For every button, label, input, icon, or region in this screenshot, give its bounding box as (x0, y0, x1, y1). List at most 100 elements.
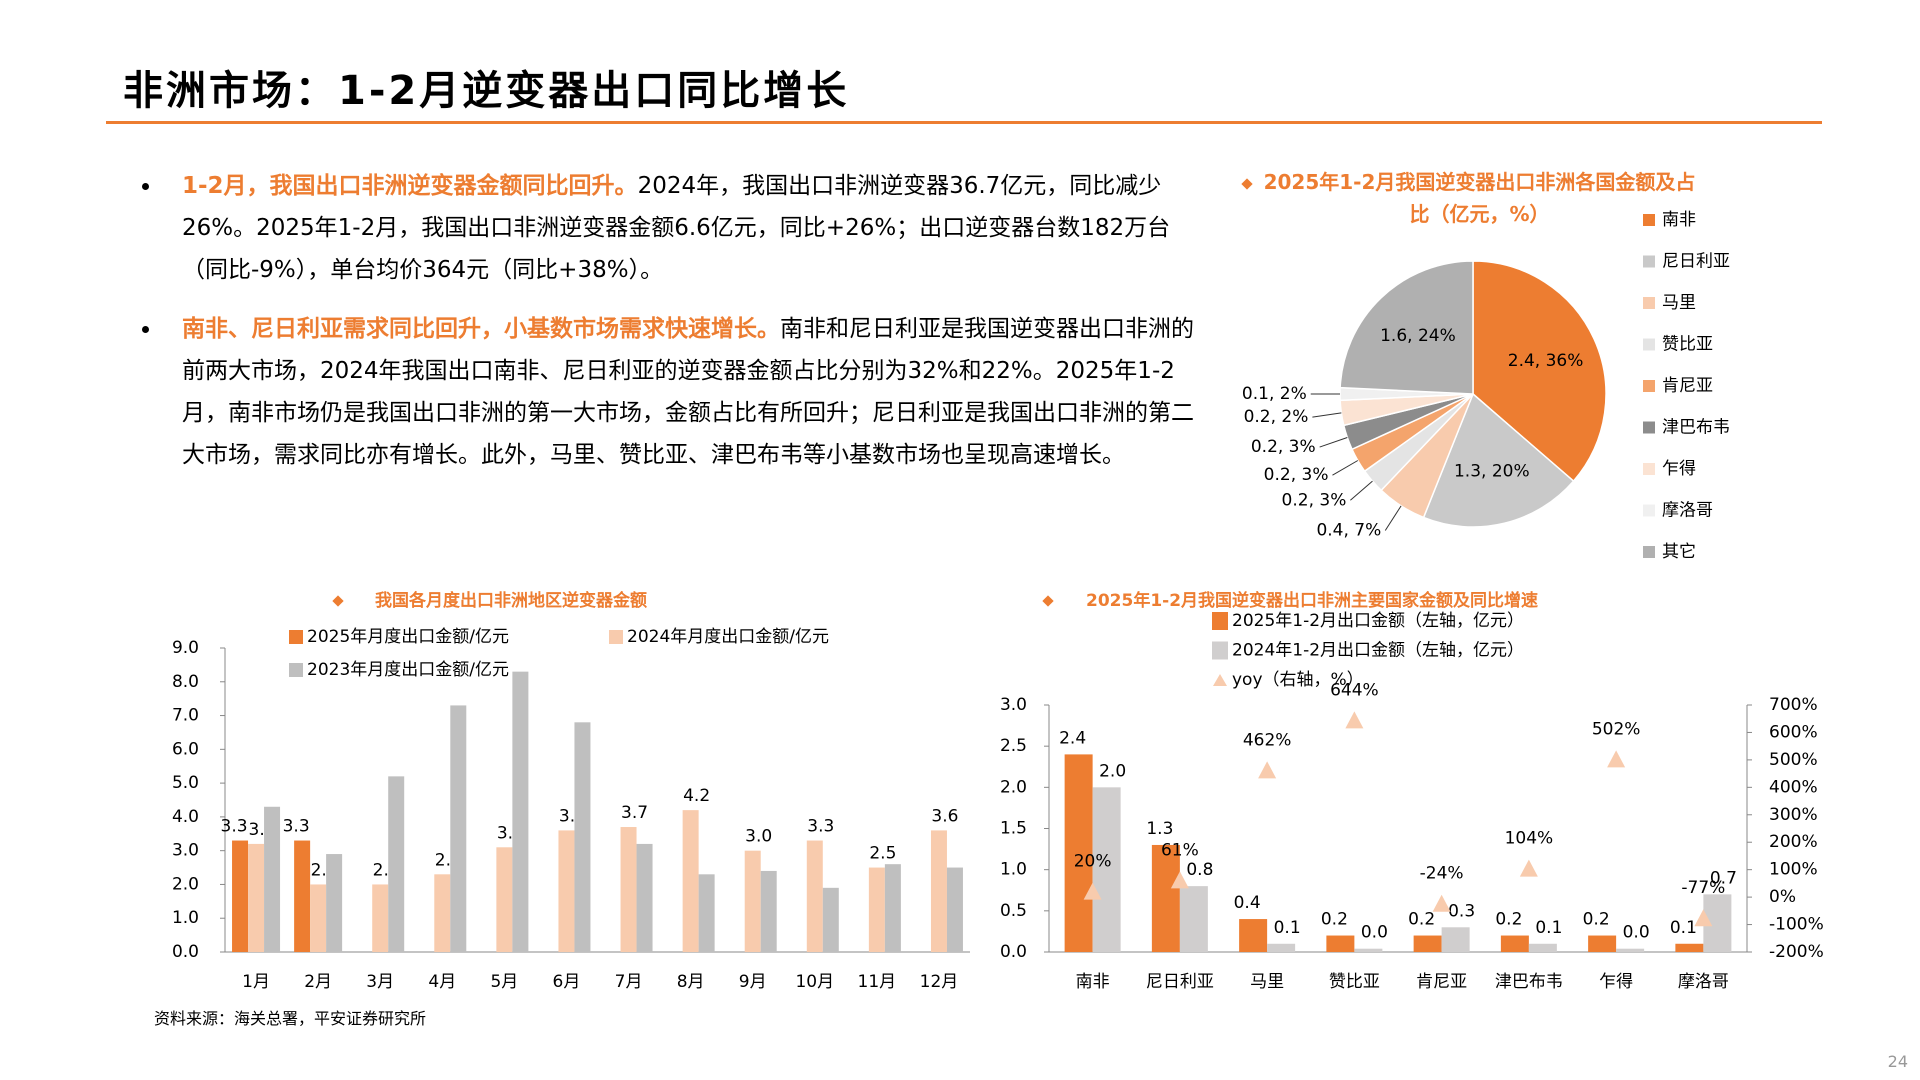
bar (806, 840, 823, 952)
data-label: 2.4 (1059, 728, 1086, 748)
slice-label: 2.4, 36% (1508, 351, 1584, 371)
bar (744, 850, 761, 952)
data-label: 462% (1243, 730, 1292, 750)
bar (558, 830, 575, 952)
bullet: 1-2月，我国出口非洲逆变器金额同比回升。2024年，我国出口非洲逆变器36.7… (142, 165, 1202, 291)
y2-tick-label: 700% (1769, 695, 1818, 715)
bar (264, 806, 281, 952)
x-tick-label: 5月 (490, 972, 518, 992)
bar (946, 867, 963, 952)
bar (682, 810, 699, 952)
slice-label: 0.2, 3% (1251, 437, 1316, 457)
leader-line (1350, 480, 1373, 501)
legend-swatch (1212, 612, 1228, 630)
bar (294, 840, 311, 952)
data-label: 644% (1330, 680, 1379, 700)
x-tick-label: 肯尼亚 (1416, 972, 1467, 992)
legend-swatch (1212, 641, 1228, 660)
slice-label: 0.2, 2% (1244, 407, 1309, 427)
x-tick-label: 摩洛哥 (1678, 972, 1729, 992)
bar (372, 884, 389, 952)
y-tick-label: 2.5 (1000, 736, 1027, 756)
y-tick-label: 1.0 (1000, 860, 1027, 880)
y2-tick-label: 600% (1769, 722, 1818, 742)
bar (574, 722, 591, 952)
bar (1179, 886, 1208, 952)
data-label: 0.2 (1583, 910, 1610, 930)
legend-label: 赞比亚 (1662, 335, 1713, 355)
yoy-marker (1694, 909, 1713, 927)
legend-label: 尼日利亚 (1662, 252, 1730, 272)
data-label: 0.2 (1495, 910, 1522, 930)
data-label: 2.5 (869, 844, 896, 864)
legend-swatch (289, 630, 303, 644)
chart-title: 2025年1-2月我国逆变器出口非洲各国金额及占比（亿元，%） (1263, 170, 1696, 226)
bar (326, 854, 343, 952)
bar (930, 830, 947, 952)
pie-slice (1339, 260, 1474, 395)
yoy-marker (1258, 761, 1277, 779)
data-label: 3.0 (745, 827, 772, 847)
legend-swatch (1213, 674, 1227, 686)
leader-line (1332, 460, 1359, 476)
data-label: 1.3 (1146, 819, 1173, 839)
legend-swatch (1643, 297, 1655, 309)
y2-tick-label: 200% (1769, 832, 1818, 852)
slice-label: 0.2, 3% (1264, 465, 1329, 485)
x-tick-label: 津巴布韦 (1495, 972, 1563, 992)
legend-label: 津巴布韦 (1662, 418, 1730, 438)
page-title: 非洲市场：1-2月逆变器出口同比增长 (123, 68, 850, 114)
bar (1528, 943, 1557, 952)
data-label: 0.2 (1321, 910, 1348, 930)
chart-title: 2025年1-2月我国逆变器出口非洲主要国家金额及同比增速 (1086, 590, 1538, 611)
data-label: 2.0 (1099, 761, 1126, 781)
legend-label: 2023年月度出口金额/亿元 (307, 660, 509, 680)
y2-tick-label: 400% (1769, 777, 1818, 797)
bar (496, 847, 513, 952)
legend-swatch (289, 663, 303, 677)
legend-label: 摩洛哥 (1662, 501, 1713, 521)
data-label: 0.0 (1623, 923, 1650, 943)
y-tick-label: 0.5 (1000, 901, 1027, 921)
legend-swatch (1643, 380, 1655, 392)
bullet-text: 2024年，我国出口非洲逆变器36.7亿元，同比减少26%。2025年1-2月，… (182, 173, 1171, 283)
data-label: 0.3 (1448, 901, 1475, 921)
y-tick-label: 1.5 (1000, 819, 1027, 839)
data-label: 3.7 (621, 803, 648, 823)
data-label: 3.3 (221, 817, 248, 837)
bar (232, 840, 249, 952)
data-label: -77% (1681, 878, 1725, 898)
legend-label: 南非 (1662, 210, 1696, 230)
leader-line (1319, 437, 1348, 448)
data-label: 61% (1161, 840, 1199, 860)
title-diamond (1042, 595, 1054, 607)
legend-swatch (1643, 504, 1655, 517)
data-label: 104% (1505, 829, 1554, 849)
y2-tick-label: -100% (1769, 915, 1824, 935)
bar (698, 874, 715, 952)
bar (1239, 919, 1268, 952)
y-tick-label: 9.0 (172, 638, 199, 658)
y2-tick-label: 500% (1769, 750, 1818, 770)
yoy-marker (1345, 711, 1364, 729)
data-label: 3.3 (807, 817, 834, 837)
slice-label: 0.2, 3% (1282, 490, 1347, 510)
bar (1267, 943, 1296, 952)
x-tick-label: 南非 (1076, 972, 1110, 992)
legend-label: 2025年1-2月出口金额（左轴，亿元） (1232, 611, 1524, 631)
leader-line (1384, 505, 1402, 531)
legend-swatch (609, 630, 623, 644)
yoy-marker (1607, 750, 1626, 768)
pie-slice (1422, 392, 1575, 528)
leader-line (1312, 412, 1342, 418)
legend-swatch (1643, 463, 1655, 475)
bar (1500, 935, 1529, 952)
source-note: 资料来源：海关总署，平安证券研究所 (154, 1009, 427, 1028)
bar (1441, 927, 1470, 952)
x-tick-label: 12月 (920, 972, 959, 992)
slice-label: 1.3, 20% (1454, 462, 1530, 482)
x-tick-label: 2月 (304, 972, 332, 992)
data-label: 20% (1074, 852, 1112, 872)
bar (1092, 787, 1121, 952)
